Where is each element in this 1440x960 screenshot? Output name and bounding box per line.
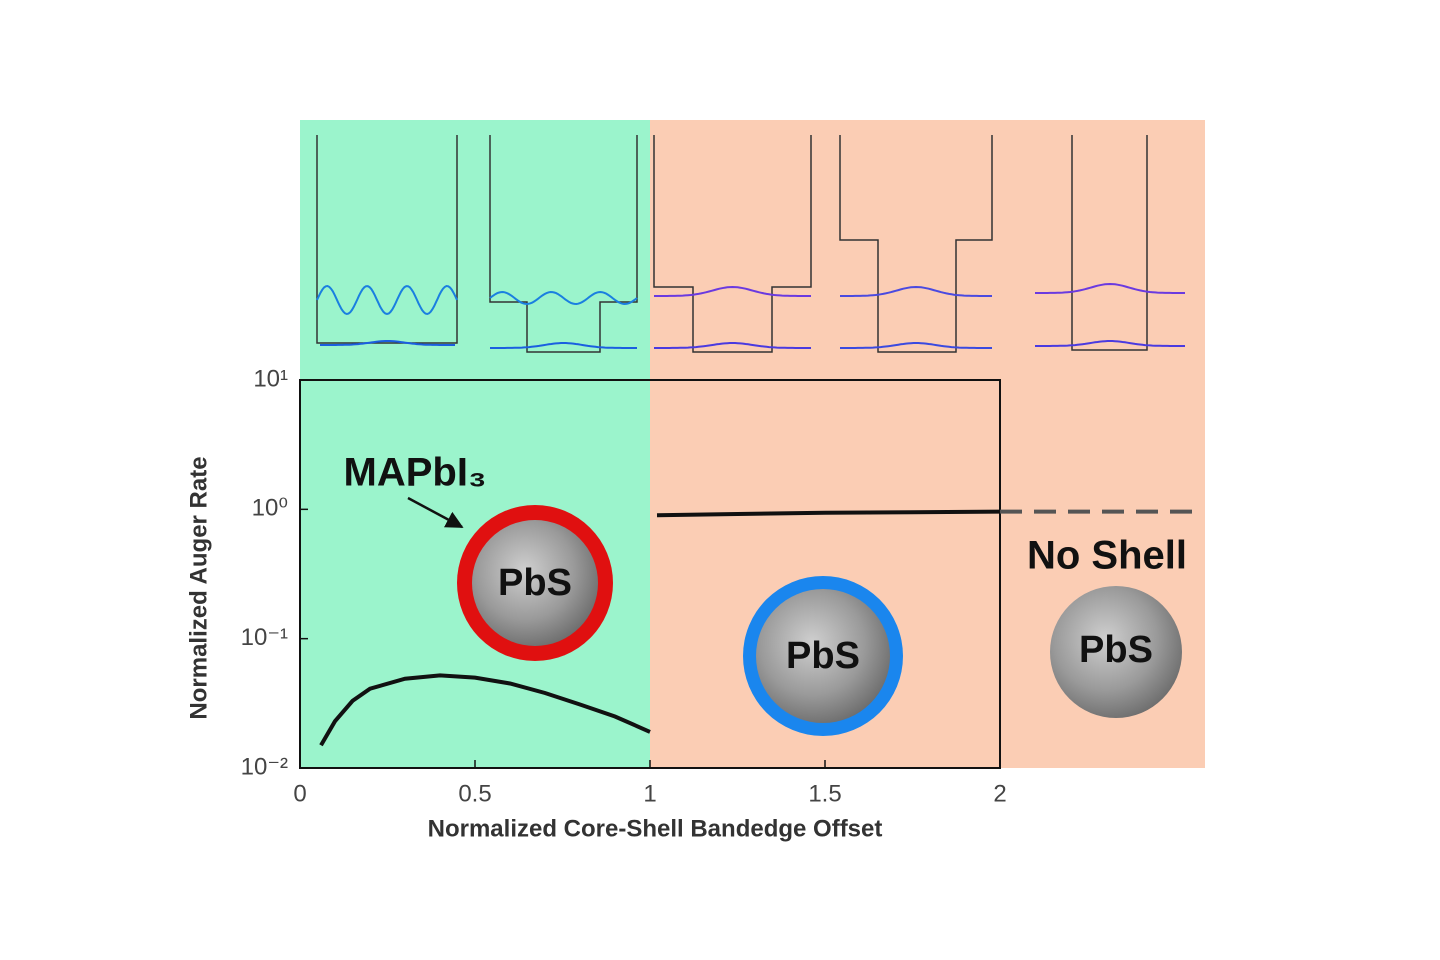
data-line (656, 509, 1001, 518)
wavefunction (320, 340, 455, 346)
wavefunction (490, 342, 637, 349)
wavefunctions (316, 282, 1185, 349)
y-tick-label: 10¹ (253, 365, 288, 392)
x-tick-label: 0.5 (458, 780, 491, 807)
wavefunction (316, 284, 458, 316)
wavefunction (1035, 282, 1185, 294)
wavefunction (489, 290, 638, 306)
x-tick-label: 1.5 (808, 780, 841, 807)
potential-wells (316, 135, 1148, 353)
core-label: PbS (786, 635, 860, 677)
well (839, 135, 993, 353)
data-line (319, 673, 651, 747)
y-tick-label: 10⁻¹ (241, 624, 288, 651)
region-type-i (300, 120, 650, 768)
wavefunction (840, 285, 992, 297)
wavefunction (1035, 340, 1185, 347)
shell-red (457, 505, 613, 661)
x-tick-label: 2 (993, 780, 1006, 807)
well (653, 135, 812, 353)
well (1071, 135, 1148, 351)
wavefunction (840, 342, 992, 349)
y-tick-label: 10⁰ (252, 495, 288, 522)
shell-blue (743, 576, 903, 736)
well (316, 135, 458, 344)
core (1050, 586, 1182, 718)
no-shell-label: No Shell (1027, 534, 1187, 578)
shell-label: MAPbI₃ (344, 451, 487, 495)
x-tick-label: 0 (293, 780, 306, 807)
y-axis-label: Normalized Auger Rate (185, 456, 212, 719)
y-tick-label: 10⁻² (241, 753, 288, 780)
core-label: PbS (1079, 629, 1153, 671)
x-axis-label: Normalized Core-Shell Bandedge Offset (428, 815, 883, 842)
wavefunction (654, 342, 811, 349)
core (472, 520, 598, 646)
core-label: PbS (498, 562, 572, 604)
arrow (407, 496, 464, 529)
wavefunction (654, 285, 811, 297)
x-tick-label: 1 (643, 780, 656, 807)
core (756, 589, 890, 723)
